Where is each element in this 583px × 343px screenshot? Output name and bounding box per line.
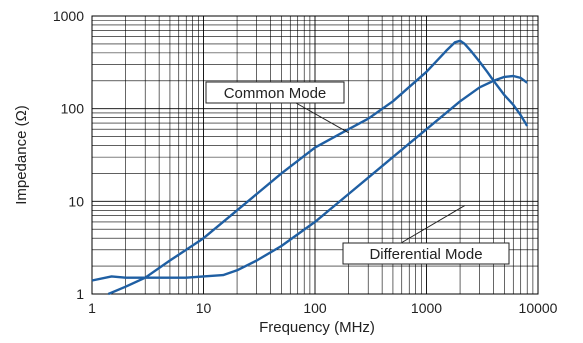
callouts: Common Mode Differential Mode [205,81,510,265]
x-tick-label: 100 [303,300,327,316]
plot-frame [91,15,539,295]
y-tick-labels: 1 10 100 1000 [53,8,84,302]
x-tick-label: 1000 [411,300,442,316]
y-tick-label: 10 [68,193,84,209]
callout-leaders [295,102,465,244]
callout-label-differential-mode: Differential Mode [369,246,482,263]
x-tick-labels: 1 10 100 1000 10000 [88,300,558,316]
x-tick-label: 1 [88,300,96,316]
callout-box-differential-mode [342,242,510,265]
y-tick-label: 100 [61,101,85,117]
y-tick-label: 1 [76,286,84,302]
y-axis-label: Impedance (Ω) [13,105,30,205]
series-line-common-mode [107,39,529,296]
callout-label-common-mode: Common Mode [224,85,327,102]
x-tick-label: 10000 [519,300,558,316]
x-tick-label: 10 [196,300,212,316]
callout-leader-line [295,102,349,134]
y-tick-label: 1000 [53,8,84,24]
callout-box-common-mode [205,81,345,104]
x-axis-label: Frequency (MHz) [259,319,375,336]
callout-leader-line [400,205,465,244]
series-layer [91,39,529,296]
series-line-differential-mode [91,74,528,282]
